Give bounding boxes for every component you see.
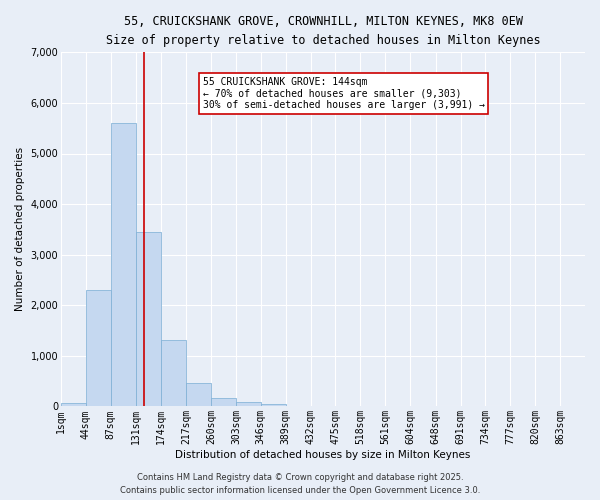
Text: Contains HM Land Registry data © Crown copyright and database right 2025.
Contai: Contains HM Land Registry data © Crown c… xyxy=(120,474,480,495)
Bar xyxy=(236,402,261,406)
Bar xyxy=(61,402,86,406)
Title: 55, CRUICKSHANK GROVE, CROWNHILL, MILTON KEYNES, MK8 0EW
Size of property relati: 55, CRUICKSHANK GROVE, CROWNHILL, MILTON… xyxy=(106,15,541,47)
Bar xyxy=(261,404,286,406)
Bar xyxy=(136,232,161,406)
Y-axis label: Number of detached properties: Number of detached properties xyxy=(15,148,25,312)
Text: 55 CRUICKSHANK GROVE: 144sqm
← 70% of detached houses are smaller (9,303)
30% of: 55 CRUICKSHANK GROVE: 144sqm ← 70% of de… xyxy=(203,77,485,110)
X-axis label: Distribution of detached houses by size in Milton Keynes: Distribution of detached houses by size … xyxy=(175,450,471,460)
Bar xyxy=(211,398,236,406)
Bar xyxy=(186,382,211,406)
Bar xyxy=(111,123,136,406)
Bar xyxy=(161,340,186,406)
Bar xyxy=(86,290,111,406)
